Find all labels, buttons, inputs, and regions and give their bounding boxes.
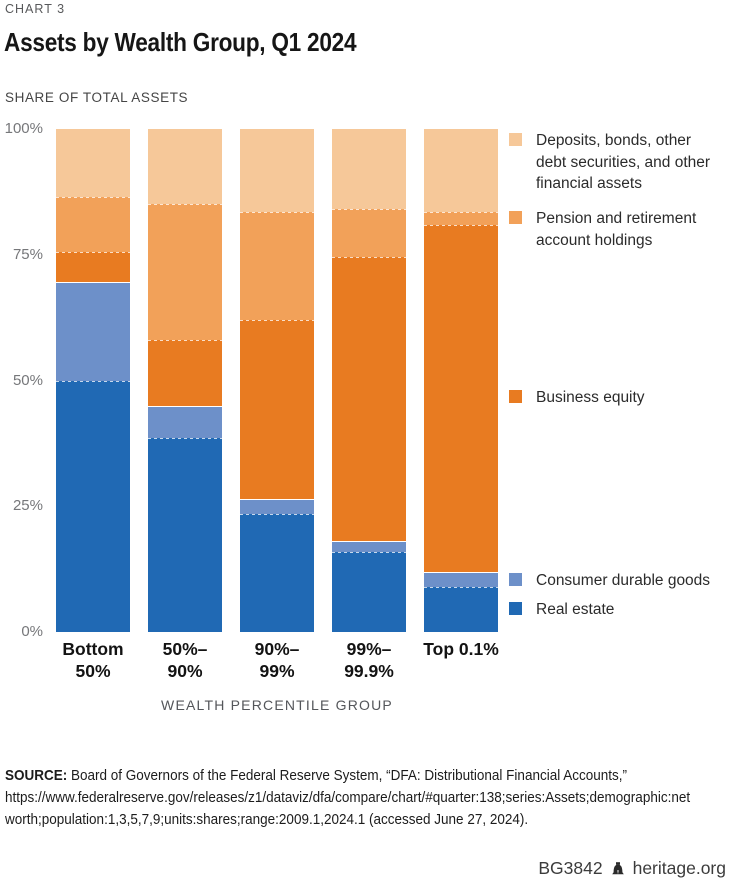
segment-business-equity (424, 224, 498, 572)
legend-label: Business equity (536, 389, 645, 406)
segment-separator (332, 257, 406, 259)
segment-separator (240, 212, 314, 213)
segment-deposits-bonds-other-debt-securities-and (332, 129, 406, 210)
segment-separator (56, 380, 130, 382)
segment-separator (332, 209, 406, 211)
segment-real-estate (148, 438, 222, 632)
segment-separator (56, 196, 130, 198)
bar-99-99-9 (332, 129, 406, 632)
source-line-3: worth;population:1,3,5,7,9;units:shares;… (5, 811, 529, 828)
segment-real-estate (424, 586, 498, 632)
bar-50-90 (148, 129, 222, 632)
legend-item-real-estate: Real estate (509, 599, 721, 621)
source-note: SOURCE: Board of Governors of the Federa… (5, 765, 734, 831)
segment-separator (424, 212, 498, 213)
source-line-2: https://www.federalreserve.gov/releases/… (5, 789, 691, 806)
segment-separator (240, 513, 314, 515)
chart-title: Assets by Wealth Group, Q1 2024 (4, 27, 357, 57)
x-tick-label-top-0-1: Top 0.1% (423, 639, 499, 659)
y-axis-title: SHARE OF TOTAL ASSETS (5, 90, 189, 105)
segment-consumer-durable-goods (424, 571, 498, 587)
segment-separator (240, 497, 314, 500)
segment-real-estate (332, 551, 406, 632)
segment-pension-and-retirement-account-holdings (56, 196, 130, 253)
legend-item-business-equity: Business equity (509, 387, 721, 409)
chart-number: CHART 3 (5, 2, 66, 16)
legend-color-swatch (509, 573, 522, 586)
legend-color-swatch (509, 390, 522, 403)
stacked-bar-plot (56, 129, 498, 632)
x-tick-label-90-99: 90%– 99% (254, 639, 300, 681)
y-tick-label-50: 50% (12, 371, 43, 389)
segment-separator (56, 281, 130, 284)
segment-separator (240, 320, 314, 322)
segment-real-estate (240, 513, 314, 632)
segment-consumer-durable-goods (332, 541, 406, 552)
y-tick-label-25: 25% (12, 497, 43, 515)
segment-separator (56, 252, 130, 254)
segment-separator (148, 204, 222, 206)
segment-deposits-bonds-other-debt-securities-and (148, 129, 222, 205)
legend-label: Consumer durable goods (536, 572, 711, 589)
segment-pension-and-retirement-account-holdings (240, 212, 314, 321)
x-tick-label-bottom-50: Bottom 50% (62, 639, 124, 681)
y-tick-label-100: 100% (4, 120, 43, 137)
segment-pension-and-retirement-account-holdings (424, 212, 498, 225)
y-tick-label-0: 0% (21, 623, 43, 640)
x-tick-label-99-99-9: 99%– 99.9% (344, 639, 394, 681)
segment-business-equity (332, 257, 406, 542)
legend-color-swatch (509, 211, 522, 224)
bar-top-0-1 (424, 129, 498, 632)
site-link: heritage.org (632, 858, 726, 878)
segment-consumer-durable-goods (148, 405, 222, 439)
segment-business-equity (240, 320, 314, 499)
segment-separator (332, 540, 406, 543)
x-tick-label-50-90: 50%– 90% (162, 639, 208, 681)
legend-item-pension-and-retirement-account-holdings: Pension and retirement account holdings (509, 208, 721, 251)
segment-business-equity (148, 340, 222, 406)
document-id: BG3842 (538, 858, 603, 878)
segment-separator (424, 570, 498, 573)
segment-separator (424, 224, 498, 226)
bar-90-99 (240, 129, 314, 632)
segment-real-estate (56, 380, 130, 632)
segment-pension-and-retirement-account-holdings (332, 209, 406, 258)
legend-color-swatch (509, 602, 522, 615)
segment-consumer-durable-goods (56, 282, 130, 381)
liberty-bell-icon (610, 861, 626, 877)
legend-label: Deposits, bonds, other debt securities, … (536, 132, 711, 192)
legend-item-consumer-durable-goods: Consumer durable goods (509, 570, 721, 592)
legend-color-swatch (509, 133, 522, 146)
source-label: SOURCE: (5, 767, 68, 784)
segment-separator (424, 586, 498, 588)
footer: BG3842 heritage.org (538, 858, 726, 879)
source-line-1: SOURCE: Board of Governors of the Federa… (5, 767, 627, 784)
segment-separator (148, 438, 222, 440)
segment-deposits-bonds-other-debt-securities-and (240, 129, 314, 212)
segment-deposits-bonds-other-debt-securities-and (56, 129, 130, 197)
legend-label: Real estate (536, 601, 615, 618)
segment-business-equity (56, 252, 130, 283)
segment-separator (148, 340, 222, 342)
segment-separator (332, 551, 406, 553)
bar-bottom-50 (56, 129, 130, 632)
segment-deposits-bonds-other-debt-securities-and (424, 129, 498, 212)
segment-separator (148, 404, 222, 407)
x-axis-title: WEALTH PERCENTILE GROUP (161, 697, 393, 713)
segment-consumer-durable-goods (240, 498, 314, 514)
legend-item-deposits-bonds-other-debt-securities-and: Deposits, bonds, other debt securities, … (509, 130, 721, 195)
segment-pension-and-retirement-account-holdings (148, 204, 222, 341)
y-tick-label-75: 75% (12, 245, 43, 263)
legend-label: Pension and retirement account holdings (536, 210, 697, 249)
